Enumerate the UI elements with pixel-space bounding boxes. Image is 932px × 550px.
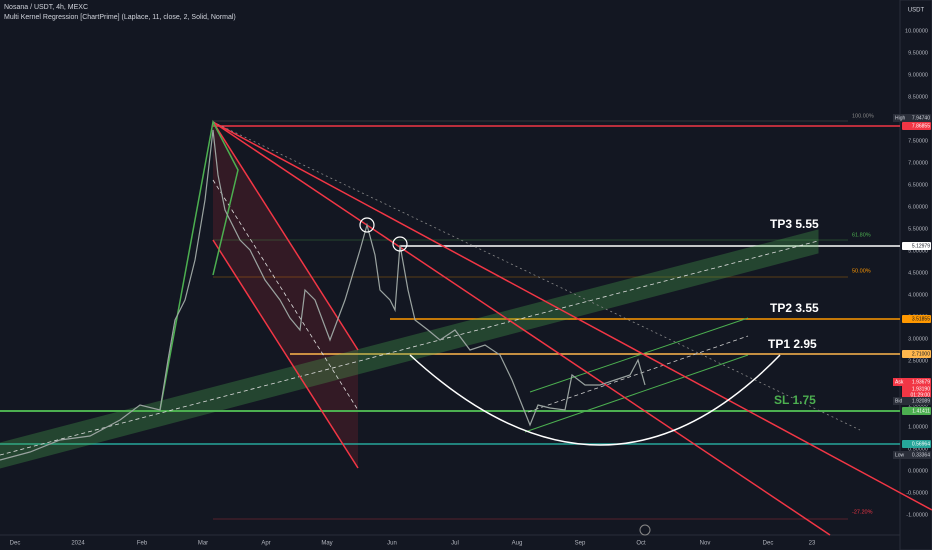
price-badge-text: 7.86855 <box>912 123 930 129</box>
price-tick-label: 7.00000 <box>908 160 928 166</box>
fib-label: 50.00% <box>852 268 871 274</box>
event-icon <box>639 524 651 536</box>
indicator-title: Multi Kernel Regression [ChartPrime] (La… <box>4 14 236 21</box>
trend-line <box>212 121 831 536</box>
symbol-title: Nosana / USDT, 4h, MEXC <box>4 4 88 11</box>
cup-arc <box>409 354 781 446</box>
highlight-circle <box>359 217 375 233</box>
price-tick-label: 3.00000 <box>908 336 928 342</box>
price-badge-tag-text: Ask <box>895 379 904 385</box>
price-badge-text: 2.71000 <box>912 351 930 357</box>
price-badge-text: 7.94740 <box>912 115 930 121</box>
price-badge <box>902 122 931 130</box>
time-tick-label: Oct <box>636 541 646 547</box>
time-tick-label: May <box>321 541 332 547</box>
time-tick-label: Jun <box>387 541 397 547</box>
time-tick-label: Mar <box>198 541 208 547</box>
time-tick-label: 23 <box>809 541 816 547</box>
price-tick-label: 6.50000 <box>908 182 928 188</box>
price-badge <box>902 451 931 459</box>
price-badge-tag-text: High <box>895 115 906 121</box>
price-tick-label: 0.50000 <box>908 446 928 452</box>
price-badge-tag <box>893 114 905 122</box>
price-tick-label: 4.50000 <box>908 270 928 276</box>
pattern-line <box>159 119 239 411</box>
price-badge-text: 0.33364 <box>912 452 930 458</box>
time-tick-label: Feb <box>137 541 148 547</box>
price-badge-text: 3.51855 <box>912 316 930 322</box>
price-badge <box>902 440 931 448</box>
fib-label: 61.80% <box>852 232 871 238</box>
price-badge-tag <box>893 378 905 386</box>
price-tick-label: 9.50000 <box>908 50 928 56</box>
price-badge-text: 1.41411 <box>912 408 930 414</box>
channel-center <box>527 335 749 413</box>
price-badge-text: 0.56964 <box>912 441 930 447</box>
price-badge <box>902 350 931 358</box>
highlight-circle <box>392 236 408 252</box>
price-tick-label: 4.00000 <box>908 292 928 298</box>
fib-label: 100.00% <box>852 113 874 119</box>
target-annotation: TP3 5.55 <box>770 217 819 231</box>
time-tick-label: Dec <box>763 541 774 547</box>
price-series <box>0 129 646 461</box>
time-tick-label: 2024 <box>71 541 85 547</box>
time-tick-label: Apr <box>261 541 270 547</box>
price-tick-label: -0.50000 <box>906 490 928 496</box>
price-badge-text: 01:29:00 <box>911 392 931 398</box>
price-tick-label: 6.00000 <box>908 204 928 210</box>
channel-line <box>524 354 749 433</box>
price-badge <box>902 315 931 323</box>
target-annotation: TP2 3.55 <box>770 301 819 315</box>
time-tick-label: Dec <box>10 541 21 547</box>
target-annotation: SL 1.75 <box>774 393 816 407</box>
price-badge-tag-text: Low <box>895 452 905 458</box>
price-tick-label: 9.00000 <box>908 72 928 78</box>
price-badge <box>902 242 931 250</box>
price-badge <box>902 397 931 405</box>
trend-line <box>212 179 359 411</box>
time-tick-label: Nov <box>700 541 711 547</box>
price-badge-text: 1.93679 <box>912 379 930 385</box>
price-badge-text: 5.12979 <box>912 243 930 249</box>
price-tick-label: 5.50000 <box>908 226 928 232</box>
price-badge-tag-text: Bid <box>895 398 902 404</box>
trend-line <box>212 239 359 469</box>
price-badge-text: 1.93190 <box>912 386 930 392</box>
currency-label: USDT <box>908 8 925 14</box>
price-tick-label: 10.00000 <box>905 28 928 34</box>
trend-line <box>212 121 359 351</box>
channel-line <box>529 317 749 393</box>
price-tick-label: 0.00000 <box>908 468 928 474</box>
channel-center <box>0 240 819 456</box>
fib-label: -27.20% <box>852 509 873 515</box>
price-badge <box>902 378 931 386</box>
trend-line <box>212 121 932 511</box>
price-badge-tag <box>893 451 905 459</box>
price-badge <box>902 114 931 122</box>
target-annotation: TP1 2.95 <box>768 337 817 351</box>
price-badge-text: 1.92089 <box>912 398 930 404</box>
price-tick-label: 7.50000 <box>908 138 928 144</box>
price-tick-label: 8.50000 <box>908 94 928 100</box>
time-tick-label: Aug <box>512 541 523 547</box>
price-tick-label: 1.00000 <box>908 424 928 430</box>
time-tick-label: Jul <box>451 541 459 547</box>
price-tick-label: 1.50000 <box>908 402 928 408</box>
time-tick-label: Sep <box>575 541 586 547</box>
price-tick-label: -1.00000 <box>906 512 928 518</box>
price-badge <box>902 407 931 415</box>
price-badge-tag <box>893 397 905 405</box>
price-tick-label: 5.00000 <box>908 248 928 254</box>
price-tick-label: 2.50000 <box>908 358 928 364</box>
